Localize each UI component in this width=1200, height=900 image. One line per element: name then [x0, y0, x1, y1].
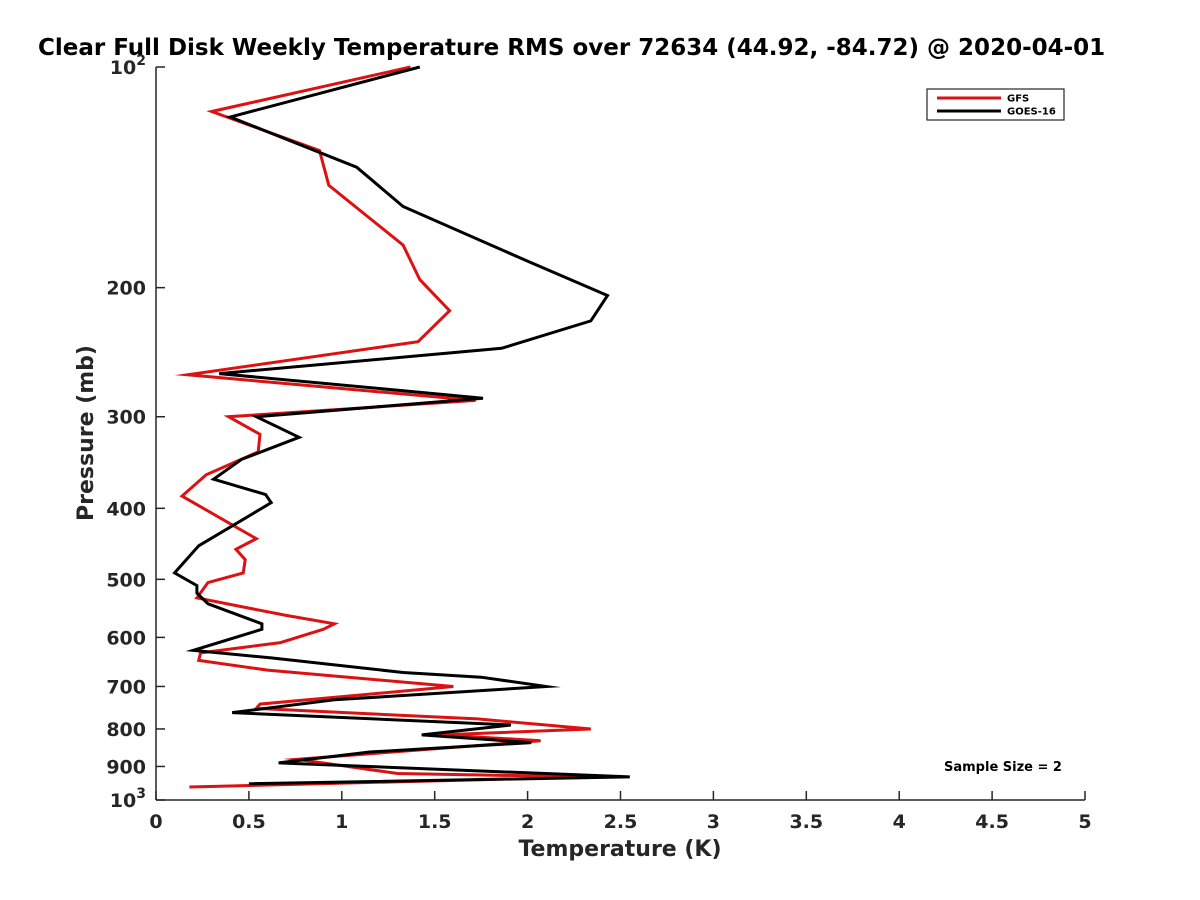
x-tick-label: 2.5 [604, 811, 638, 833]
x-axis-label: Temperature (K) [518, 837, 721, 862]
x-tick-label: 2 [521, 811, 534, 833]
x-tick-label: 1 [335, 811, 348, 833]
y-tick-label: 800 [106, 719, 146, 741]
x-tick-label: 1.5 [418, 811, 452, 833]
y-axis-ticks: 102 200 300 400 500 600 700 800 900 103 [106, 53, 165, 812]
series-line-goes-16 [172, 65, 630, 786]
y-tick-label: 300 [106, 407, 146, 429]
x-tick-label: 4 [893, 811, 906, 833]
chart-title: Clear Full Disk Weekly Temperature RMS o… [38, 35, 1105, 61]
y-tick-label: 700 [106, 676, 146, 698]
x-tick-label: 5 [1078, 811, 1091, 833]
x-tick-label: 3 [707, 811, 720, 833]
y-tick-label: 900 [106, 756, 146, 778]
x-tick-label: 0 [149, 811, 162, 833]
y-tick-label: 200 [106, 278, 146, 300]
series-line-gfs [174, 65, 593, 789]
y-tick-label: 600 [106, 627, 146, 649]
plot-frame [155, 67, 1085, 801]
x-tick-label: 3.5 [789, 811, 823, 833]
legend: GFS GOES-16 [926, 88, 1065, 121]
x-tick-label: 4.5 [975, 811, 1009, 833]
y-tick-label: 102 [110, 53, 146, 79]
y-tick-label: 500 [106, 569, 146, 591]
x-tick-label: 0.5 [232, 811, 266, 833]
y-tick-label: 103 [110, 786, 146, 812]
legend-entry-label: GFS [1007, 94, 1029, 105]
x-axis-ticks: 0 0.5 1 1.5 2 2.5 3 3.5 4 4.5 5 [149, 791, 1092, 833]
series-layer [172, 65, 630, 789]
legend-box [926, 88, 1065, 121]
sample-size-annotation: Sample Size = 2 [944, 760, 1062, 775]
y-tick-label: 400 [106, 498, 146, 520]
legend-entry-label: GOES-16 [1007, 107, 1056, 118]
y-axis-label: Pressure (mb) [74, 345, 99, 521]
